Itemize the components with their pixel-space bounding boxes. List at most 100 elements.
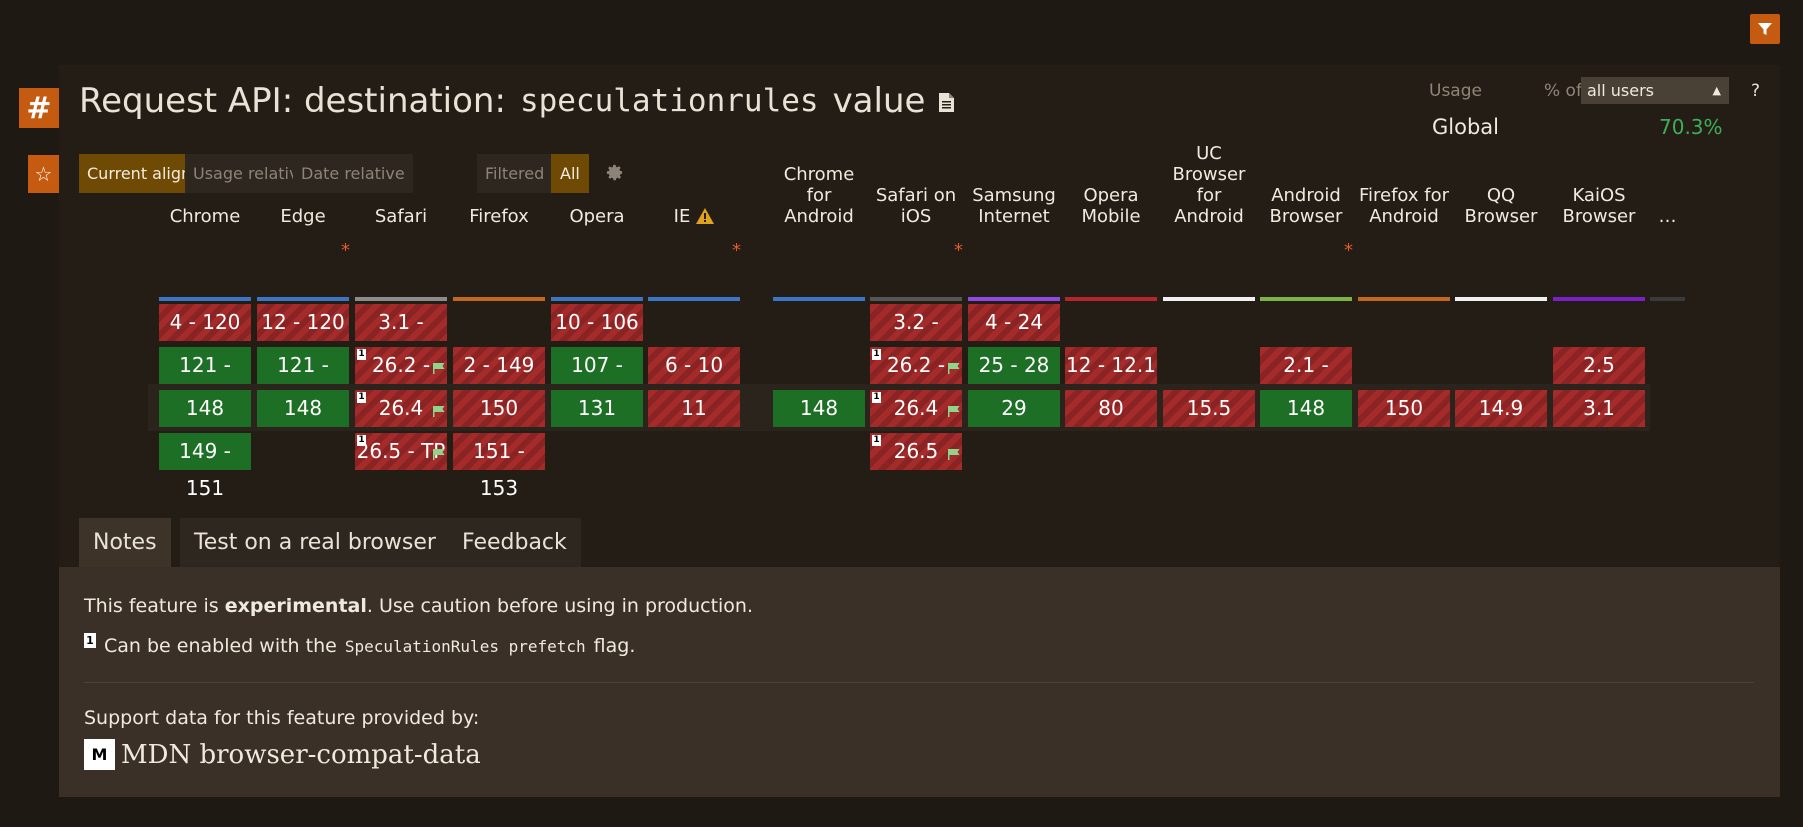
support-cell[interactable]: 148 [1260, 390, 1352, 427]
footnote-marker: 1 [872, 392, 881, 403]
browser-header-11[interactable]: Android Browser [1260, 140, 1352, 234]
version-range: 6 - 10 [664, 353, 724, 377]
favorite-star-button[interactable]: ☆ [28, 155, 59, 193]
support-cell[interactable]: 107 - 127 [551, 347, 643, 414]
browser-header-1[interactable]: Edge [257, 140, 349, 234]
mdn-link-text: MDN browser-compat-data [121, 739, 481, 770]
browser-header-6[interactable]: Chrome for Android [773, 140, 865, 234]
support-cell[interactable]: 121 - 147 [159, 347, 251, 414]
version-range: 14.9 [1478, 396, 1524, 420]
support-cell[interactable]: 1 26.5 - TP [355, 433, 447, 470]
browser-name: Safari [374, 206, 428, 227]
support-cell[interactable]: 1 26.4 [355, 390, 447, 427]
support-cell[interactable]: 4 - 24 [968, 304, 1060, 341]
mdn-link[interactable]: M MDN browser-compat-data [84, 739, 481, 770]
browser-header-15[interactable]: … [1650, 140, 1685, 234]
usage-label: Usage [1429, 81, 1482, 101]
browser-header-0[interactable]: Chrome [159, 140, 251, 234]
users-select[interactable]: all users ▲ [1581, 77, 1729, 104]
support-cell[interactable]: 29 [968, 390, 1060, 427]
browser-color-bar [453, 297, 545, 301]
support-cell[interactable]: 126.2 - 26.3 [870, 347, 962, 414]
support-cell[interactable]: 14.9 [1455, 390, 1547, 427]
support-cell[interactable]: 150 [453, 390, 545, 427]
support-cell[interactable]: 12 - 120 [257, 304, 349, 341]
support-cell[interactable]: 2.5 [1553, 347, 1645, 384]
browser-name: UC Browser for Android [1172, 143, 1246, 227]
support-cell[interactable]: 3.1 [1553, 390, 1645, 427]
support-cell[interactable]: 148 [257, 390, 349, 427]
settings-gear-icon[interactable] [605, 163, 624, 186]
browser-header-8[interactable]: Samsung Internet [968, 140, 1060, 234]
filtered-button[interactable]: Filtered [477, 154, 553, 193]
support-cell[interactable]: 121 - 147 [257, 347, 349, 414]
support-cell[interactable]: 2.1 - 4.4.4 [1260, 347, 1352, 414]
experimental-note: This feature is experimental. Use cautio… [84, 595, 753, 617]
support-cell[interactable]: 150 [1358, 390, 1450, 427]
support-cell[interactable]: 126.2 - 26.3 [355, 347, 447, 414]
tab-feedback[interactable]: Feedback [448, 518, 581, 567]
browser-color-bar [648, 297, 740, 301]
browser-color-bar [1163, 297, 1255, 301]
support-cell[interactable]: 11 [648, 390, 740, 427]
date-relative-button[interactable]: Date relative [293, 154, 413, 193]
version-range: 26.5 [893, 439, 939, 463]
footnote-marker: 1 [357, 435, 366, 446]
browser-name: Edge [280, 206, 326, 227]
support-cell[interactable]: 25 - 28 [968, 347, 1060, 384]
browser-header-3[interactable]: Firefox [453, 140, 545, 234]
browser-name: Safari on iOS [875, 185, 957, 227]
support-cell[interactable]: 148 [159, 390, 251, 427]
global-label: Global [1432, 115, 1499, 139]
tab-test-real-browser[interactable]: Test on a real browser [180, 518, 450, 567]
support-cell[interactable]: 10 - 106 [551, 304, 643, 341]
support-cell[interactable]: 149 - 151 [159, 433, 251, 500]
support-cell[interactable]: 2 - 149 [453, 347, 545, 384]
browser-header-7[interactable]: Safari on iOS [870, 140, 962, 234]
all-button[interactable]: All [551, 154, 589, 193]
divider [84, 682, 1754, 683]
footnote-marker: 1 [872, 349, 881, 360]
support-cell[interactable]: 80 [1065, 390, 1157, 427]
browser-header-12[interactable]: Firefox for Android [1358, 140, 1450, 234]
support-cell[interactable]: 1 26.5 [870, 433, 962, 470]
support-cell[interactable]: 12 - 12.1 [1065, 347, 1157, 384]
browser-header-10[interactable]: UC Browser for Android [1163, 140, 1255, 234]
document-icon[interactable] [939, 81, 955, 121]
help-icon[interactable]: ? [1751, 81, 1761, 101]
version-range: 15.5 [1186, 396, 1232, 420]
footnote-text: Can be enabled with the [104, 635, 337, 657]
version-range: 131 [577, 396, 617, 420]
browser-color-bar [257, 297, 349, 301]
flag-icon [948, 435, 960, 460]
version-range: 150 [1384, 396, 1424, 420]
support-cell[interactable]: 4 - 120 [159, 304, 251, 341]
browser-header-2[interactable]: Safari [355, 140, 447, 234]
support-cell[interactable]: 151 - 153 [453, 433, 545, 500]
browser-header-13[interactable]: QQ Browser [1455, 140, 1547, 234]
support-cell[interactable]: 148 [773, 390, 865, 427]
version-range: 150 [479, 396, 519, 420]
support-cell[interactable]: 1 26.4 [870, 390, 962, 427]
support-cell[interactable]: 6 - 10 [648, 347, 740, 384]
browser-header-9[interactable]: Opera Mobile [1065, 140, 1157, 234]
tab-notes[interactable]: Notes [79, 518, 171, 567]
filter-icon [1758, 23, 1772, 35]
permalink-hash-button[interactable]: # [19, 88, 59, 128]
filter-button[interactable] [1750, 14, 1780, 44]
version-range: 12 - 12.1 [1066, 353, 1156, 377]
footnote-marker: 1 [357, 392, 366, 403]
browser-header-4[interactable]: Opera [551, 140, 643, 234]
select-arrows-icon: ▲ [1712, 84, 1721, 97]
support-cell[interactable]: 3.2 - 26.1 [870, 304, 962, 371]
version-range: 4 - 120 [169, 310, 241, 334]
support-cell[interactable]: 3.1 - 26.1 [355, 304, 447, 371]
browser-header-14[interactable]: KaiOS Browser [1553, 140, 1645, 234]
browser-name: Firefox for Android [1358, 185, 1450, 227]
browser-header-5[interactable]: IE [648, 140, 740, 234]
title-code: speculationrules [519, 83, 819, 119]
support-cell[interactable]: 15.5 [1163, 390, 1255, 427]
note-bold: experimental [224, 595, 367, 617]
support-cell[interactable]: 131 [551, 390, 643, 427]
browser-color-bar [1260, 297, 1352, 301]
